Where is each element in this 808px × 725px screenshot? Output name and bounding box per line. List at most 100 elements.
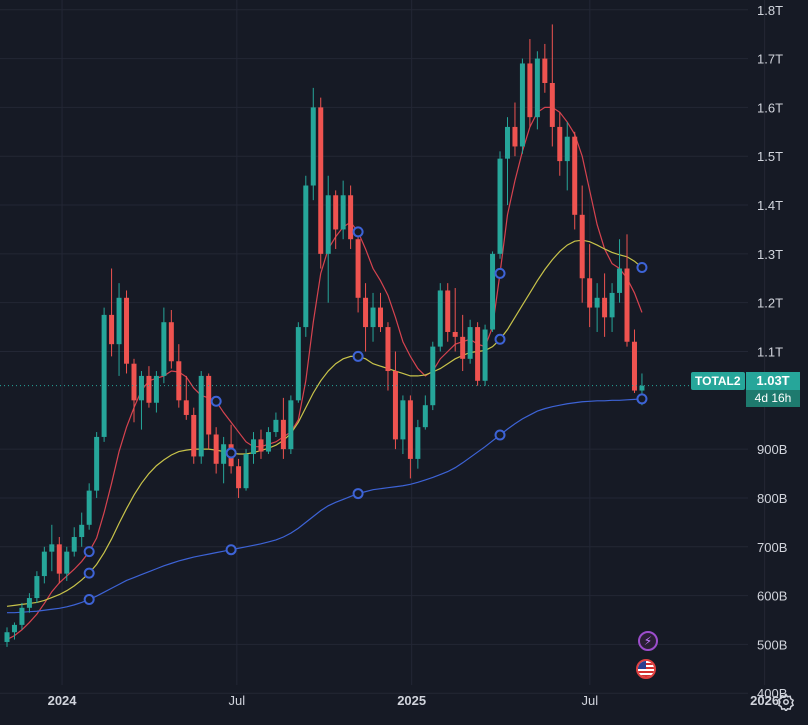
candle-body <box>497 158 503 254</box>
candle-body <box>221 444 227 464</box>
candle-body <box>295 327 301 401</box>
candle <box>273 412 279 437</box>
candle-body <box>101 314 107 437</box>
candle-body <box>549 82 555 127</box>
y-tick-label: 1.7T <box>757 52 783 67</box>
candle <box>153 371 159 413</box>
candle-body <box>609 292 615 318</box>
candle <box>363 283 369 352</box>
candle <box>602 273 608 337</box>
candle <box>34 571 40 603</box>
candle <box>624 234 630 347</box>
candle <box>355 229 361 313</box>
candle-body <box>527 63 533 118</box>
candle-body <box>557 126 563 162</box>
candle <box>243 449 249 491</box>
x-tick-label: 2025 <box>397 693 426 708</box>
moving-average-line-1 <box>6 239 643 607</box>
candle-body <box>94 436 100 491</box>
candle <box>594 283 600 332</box>
candle <box>131 358 137 423</box>
candle-body <box>475 327 481 381</box>
crossover-marker <box>352 488 364 500</box>
y-tick-label: 700B <box>757 540 787 555</box>
candle-body <box>41 551 47 577</box>
candle <box>504 117 510 206</box>
candle-body <box>303 185 309 328</box>
crossover-marker <box>225 447 237 459</box>
candle <box>549 24 555 147</box>
x-axis[interactable]: 2024 Jul 2025 Jul 2026 <box>48 693 779 708</box>
candle <box>392 351 398 450</box>
candle-body <box>273 419 279 433</box>
candle-body <box>26 598 32 608</box>
candle <box>475 322 481 386</box>
candle <box>26 593 32 613</box>
crossover-marker <box>83 546 95 558</box>
candle-body <box>79 524 85 538</box>
candle-body <box>56 544 62 574</box>
candle <box>161 307 167 384</box>
candle <box>79 512 85 547</box>
candle <box>340 180 346 240</box>
candle-body <box>392 371 398 440</box>
candle-body <box>280 419 286 450</box>
candle <box>168 310 174 369</box>
candle-body <box>430 346 436 406</box>
candle <box>49 524 55 572</box>
us-flag-icon[interactable] <box>636 659 656 679</box>
candle <box>325 175 331 303</box>
candle-body <box>34 576 40 599</box>
candle <box>452 288 458 352</box>
candle <box>176 344 182 408</box>
candle <box>138 371 144 430</box>
candle-body <box>490 253 496 330</box>
candle-body <box>587 278 593 308</box>
candle <box>370 292 376 342</box>
flash-icon[interactable]: ⚡ <box>638 631 658 651</box>
y-axis[interactable]: 400B 500B 600B 700B 800B 900B 1.1T 1.2T 1.3T 1.4T… <box>757 3 787 701</box>
candle <box>430 341 436 411</box>
y-tick-label: 400B <box>757 686 787 701</box>
candle <box>191 407 197 464</box>
candle <box>445 283 451 342</box>
candle <box>310 87 316 201</box>
y-tick-label: 500B <box>757 637 787 652</box>
candle <box>631 329 637 393</box>
candle <box>527 39 533 127</box>
candle <box>609 283 615 332</box>
candle <box>378 292 383 332</box>
crossover-marker <box>225 544 237 556</box>
candle-body <box>445 290 451 332</box>
candle-body <box>564 136 570 162</box>
candle-body <box>183 400 189 415</box>
y-tick-label: 800B <box>757 491 787 506</box>
candle-body <box>340 195 346 230</box>
candle-body <box>348 195 354 240</box>
candle-body <box>138 375 144 401</box>
candle-body <box>168 322 174 362</box>
candle <box>542 43 548 93</box>
symbol-label: TOTAL2 <box>691 372 745 390</box>
gear-icon[interactable] <box>776 692 796 712</box>
candle-body <box>19 607 25 625</box>
candle-body <box>534 58 540 118</box>
candle-body <box>288 400 294 450</box>
candle-body <box>467 327 473 359</box>
candle <box>4 627 10 647</box>
x-tick-label: 2024 <box>48 693 78 708</box>
candle-body <box>4 632 10 642</box>
crossover-marker <box>83 567 95 579</box>
candle <box>333 190 339 249</box>
candle <box>295 322 301 403</box>
candle-body <box>355 239 361 298</box>
crossover-marker <box>494 267 506 279</box>
crossover-marker <box>636 262 648 274</box>
candle <box>415 419 421 469</box>
candle <box>56 537 62 584</box>
candle-body <box>213 434 219 464</box>
candle <box>116 283 122 376</box>
candle <box>236 458 242 498</box>
